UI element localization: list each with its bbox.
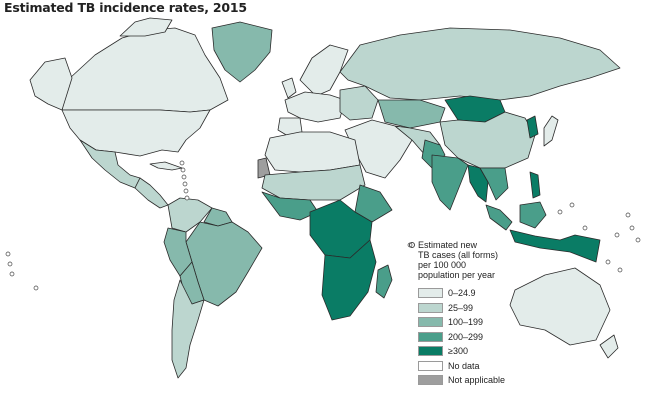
new-zealand[interactable] [599,334,619,359]
small-state-marker[interactable] [605,259,611,265]
legend-label: ≥300 [448,346,468,357]
canada[interactable] [61,27,229,113]
legend-label: 0–24.9 [448,288,476,299]
legend-heading-line: population per year [418,270,496,280]
legend-swatch [418,375,443,386]
japan[interactable] [543,115,559,147]
small-state-marker[interactable] [9,271,15,277]
legend-heading-line: per 100 000 [418,260,467,270]
alaska[interactable] [29,57,73,111]
china[interactable] [439,111,536,169]
sahel[interactable] [261,164,366,201]
small-state-marker[interactable] [7,261,13,267]
small-state-marker[interactable] [33,285,39,291]
map-legend: Estimated new TB cases (all forms) per 1… [409,240,610,388]
korea[interactable] [526,115,539,139]
small-state-marker[interactable] [625,212,631,218]
legend-label: 100–199 [448,317,484,328]
southern-africa[interactable] [321,239,377,321]
legend-heading: Estimated new TB cases (all forms) per 1… [409,240,610,280]
legend-swatch [418,346,443,357]
small-state-marker[interactable] [180,167,186,173]
small-state-marker[interactable] [179,160,185,166]
arctic-islands[interactable] [119,17,173,37]
legend-label: Not applicable [448,375,506,386]
legend-heading-line: TB cases (all forms) [418,250,499,260]
legend-item: 200–299 [418,330,610,345]
small-state-marker[interactable] [181,174,187,180]
small-state-marker[interactable] [569,202,575,208]
legend-label: 25–99 [448,302,474,313]
indochina[interactable] [479,167,509,201]
legend-swatch [418,317,443,328]
legend-swatch [418,360,443,371]
small-state-marker[interactable] [629,225,635,231]
small-state-marker[interactable] [557,209,563,215]
legend-item: No data [418,359,610,374]
legend-label: 200–299 [448,331,484,342]
small-state-marker[interactable] [183,188,189,194]
russia[interactable] [339,27,621,101]
argentina-chile[interactable] [171,279,205,379]
legend-items: 0–24.9 25–99 100–199 200–299 ≥300 No dat… [418,286,610,388]
legend-swatch [418,288,443,299]
legend-label: No data [448,360,480,371]
small-state-marker[interactable] [182,181,188,187]
madagascar[interactable] [375,264,393,299]
small-state-marker[interactable] [635,237,641,243]
small-state-marker[interactable] [184,195,190,201]
small-state-marker[interactable] [5,251,11,257]
eastern-europe[interactable] [339,85,379,121]
small-state-marker[interactable] [617,267,623,273]
central-america[interactable] [134,177,169,209]
map-title: Estimated TB incidence rates, 2015 [4,0,247,15]
borneo[interactable] [519,201,547,229]
legend-heading-line: Estimated new [418,240,478,250]
legend-item: 100–199 [418,315,610,330]
western-europe[interactable] [284,91,346,123]
colombia-venezuela[interactable] [167,197,213,233]
indonesia-east[interactable] [509,229,601,263]
india[interactable] [431,154,469,211]
legend-item: ≥300 [418,344,610,359]
small-state-marker[interactable] [582,225,588,231]
north-africa[interactable] [264,131,361,173]
legend-item: 25–99 [418,301,610,316]
malaysia-sumatra[interactable] [485,204,513,231]
australia[interactable] [509,267,611,346]
united-states[interactable] [61,109,211,157]
legend-item: Not applicable [418,373,610,388]
greenland[interactable] [211,21,273,83]
legend-swatch [418,331,443,342]
legend-bullet-icon [409,242,415,248]
cuba[interactable] [149,161,183,171]
small-state-marker[interactable] [614,232,620,238]
philippines[interactable] [529,171,541,199]
horn-of-africa[interactable] [354,184,393,223]
legend-swatch [418,302,443,313]
uk[interactable] [281,77,297,99]
legend-item: 0–24.9 [418,286,610,301]
